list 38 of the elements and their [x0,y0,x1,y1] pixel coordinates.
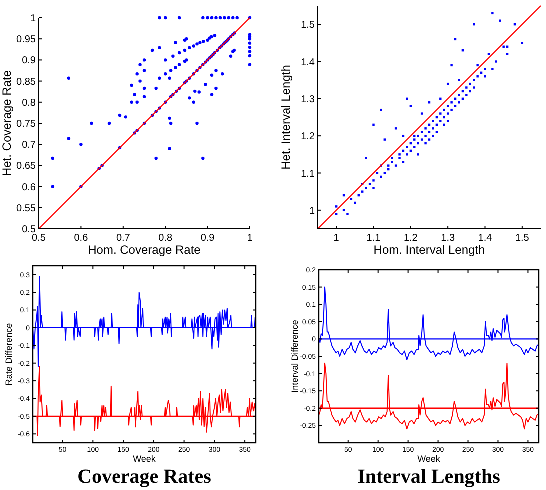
y-tick-label: 0.75 [16,119,36,130]
y-axis-title: Het. Coverage Rate [0,70,14,177]
y-tick-label: 1.5 [301,20,316,32]
y-tick-label: 0.95 [16,34,36,46]
y-tick-label: 0.7 [22,140,36,152]
x-tick-label: 1.4 [478,233,493,244]
y-tick-label: 1 [30,14,36,24]
text: Coverage Rates [78,466,212,488]
y-tick-label: 1.3 [301,94,316,106]
x-tick-label: 1.2 [404,233,418,244]
x-tick-label: 1.1 [366,233,382,244]
y-axis-title: Rate Difference [4,323,14,386]
x-axis-title: Week [133,454,156,464]
y-tick-label: 0.8 [22,98,36,109]
y-tick-label: 0.6 [22,182,36,194]
x-tick-label: 0.8 [158,233,173,244]
y-tick-label: 0.65 [16,161,36,172]
y-tick-label: 1 [309,206,316,217]
x-tick-label: 1 [247,233,254,244]
y-tick-label: 0.5 [22,224,36,236]
y-tick-label: 1.4 [301,57,316,68]
text: Interval Lengths [358,466,501,488]
y-tick-label: 0.85 [16,76,36,88]
x-tick-label: 1.3 [441,233,456,244]
y-axis-title: Interval Difference [290,320,300,393]
x-tick-label: 0.9 [200,233,216,244]
y-tick-label: 0.9 [22,56,36,67]
x-axis-title: Week [418,454,441,464]
y-tick-label: 1.2 [301,132,316,143]
x-tick-label: 0.6 [74,233,89,244]
y-tick-label: 1.1 [301,168,316,180]
x-axis-title: Hom. Coverage Rate [88,243,202,257]
y-axis-title: Het. Interval Length [279,65,293,170]
y-tick-label: 0.55 [16,203,36,214]
x-tick-label: 1 [334,233,340,244]
x-tick-label: 1.5 [515,233,530,244]
x-axis-title: Hom. Interval Length [374,243,486,257]
x-tick-label: 0.7 [116,233,131,244]
